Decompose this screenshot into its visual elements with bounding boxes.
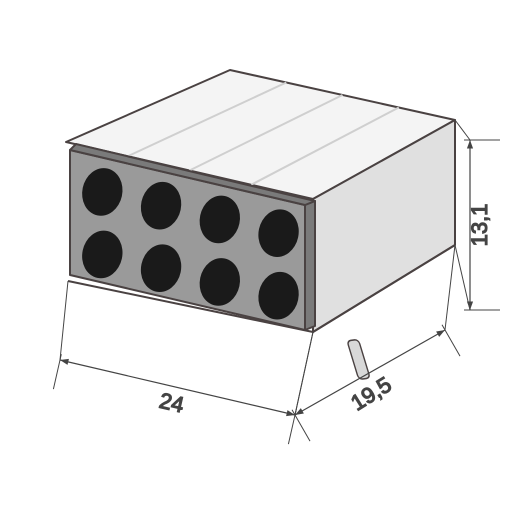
- dimension-diagram: 24 19,5 13,1: [0, 0, 512, 512]
- test-slot: [347, 339, 370, 379]
- dimension-label: 24: [157, 388, 186, 418]
- dimension-label: 19,5: [346, 372, 396, 416]
- dimension-label: 13,1: [467, 204, 492, 247]
